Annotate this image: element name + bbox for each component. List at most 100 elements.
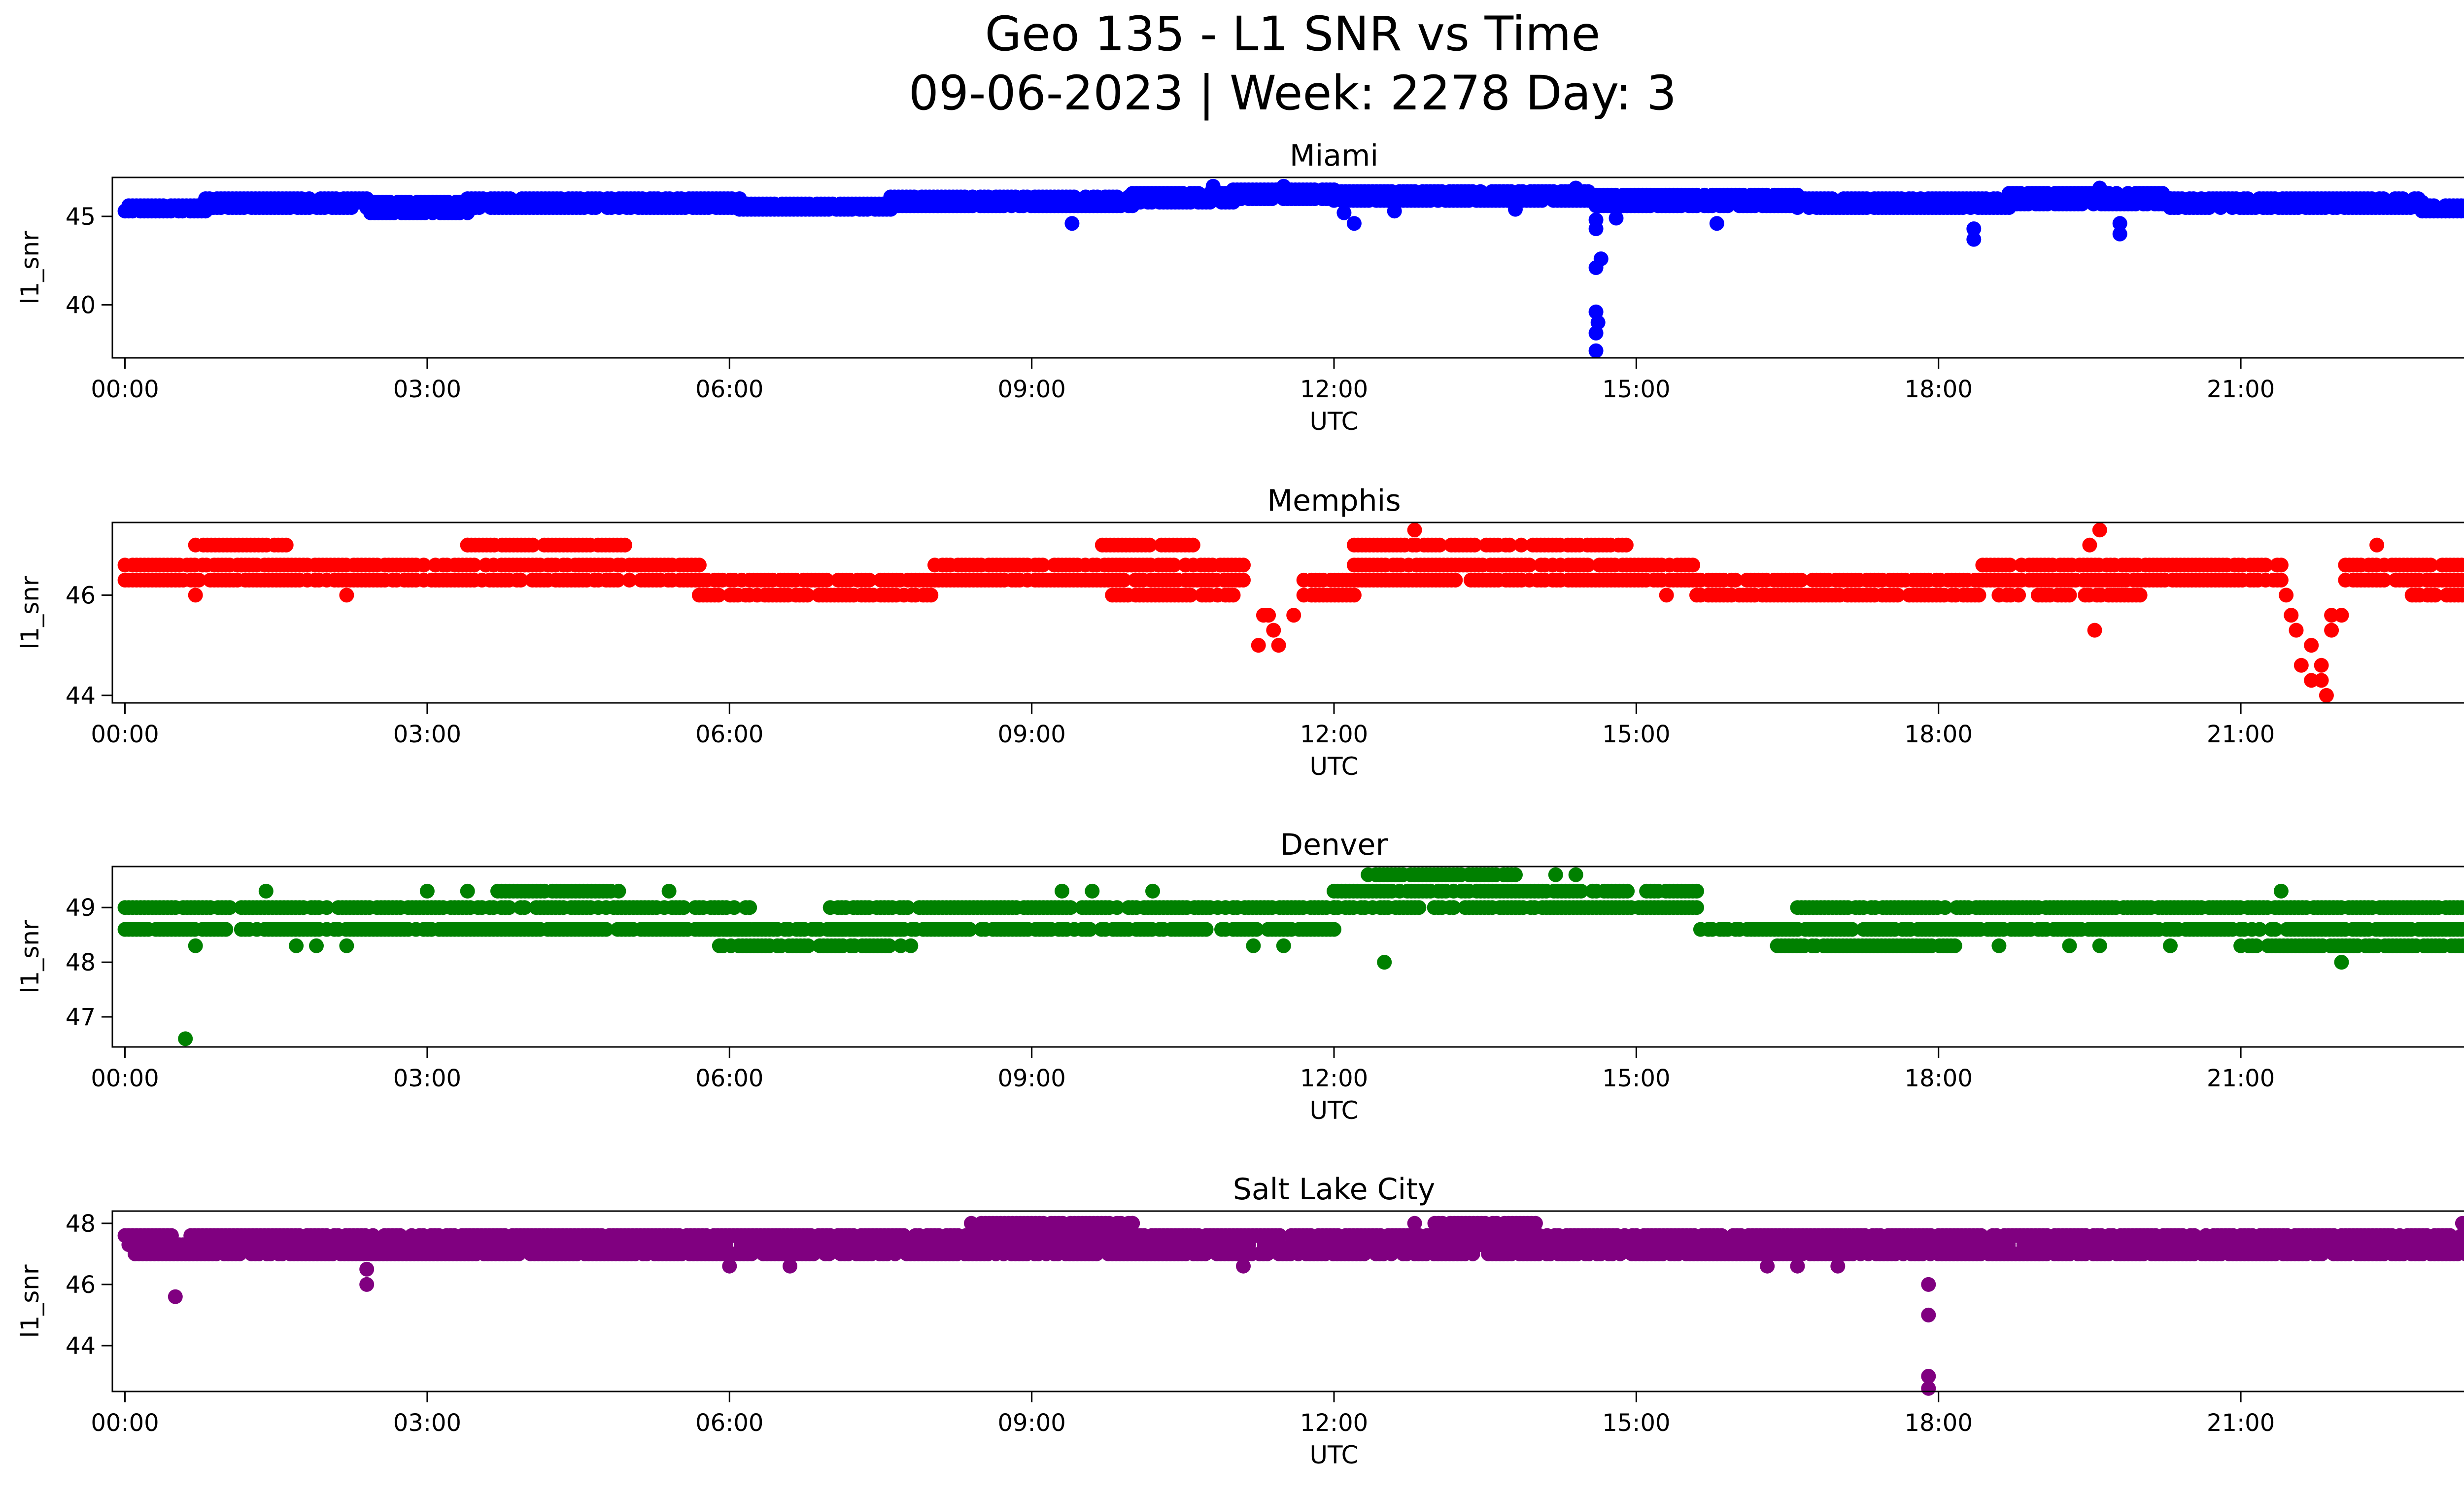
data-point <box>1336 205 1352 220</box>
data-point <box>711 588 726 603</box>
data-point <box>2284 608 2299 623</box>
data-point <box>1085 883 1100 899</box>
data-point <box>1286 608 1301 623</box>
data-point <box>1377 955 1392 970</box>
y-tick-label: 44 <box>66 682 96 710</box>
data-point <box>1246 938 1261 953</box>
data-point <box>1387 204 1402 219</box>
data-point <box>1064 216 1080 231</box>
data-point <box>289 938 304 953</box>
data-point <box>1166 557 1182 573</box>
x-tick-label: 00:00 <box>91 1065 159 1092</box>
data-point <box>1685 557 1701 573</box>
data-point <box>1793 572 1809 588</box>
data-point <box>861 572 877 588</box>
data-point <box>610 572 625 588</box>
data-point <box>819 572 834 588</box>
data-point <box>611 883 626 899</box>
x-tick-label: 21:00 <box>2207 376 2275 403</box>
data-point <box>2334 955 2349 970</box>
data-point <box>2319 688 2334 703</box>
data-point <box>1448 572 1463 588</box>
data-point <box>2092 180 2107 196</box>
data-point <box>2132 588 2148 603</box>
data-point <box>924 588 939 603</box>
subplot-title: Memphis <box>1267 484 1401 518</box>
data-point <box>419 883 435 899</box>
data-point <box>2304 638 2319 653</box>
data-point <box>2289 623 2304 638</box>
data-point <box>2324 623 2339 638</box>
data-point <box>1588 221 1604 237</box>
data-point <box>2273 557 2289 573</box>
data-point <box>1236 557 1251 573</box>
data-point <box>2163 938 2178 953</box>
data-point <box>2112 226 2127 242</box>
data-point <box>1183 588 1198 603</box>
data-point <box>661 883 677 899</box>
x-tick-label: 12:00 <box>1300 1065 1368 1092</box>
data-point <box>1709 216 1724 231</box>
data-point <box>1327 922 1341 937</box>
data-point <box>1508 202 1523 217</box>
data-point <box>1467 537 1482 553</box>
data-point <box>1205 178 1221 194</box>
data-point <box>467 557 482 573</box>
data-point <box>2293 658 2309 673</box>
data-point <box>1971 588 1986 603</box>
y-axis-label: l1_snr <box>16 576 44 649</box>
data-point <box>2279 588 2294 603</box>
data-point <box>2112 216 2127 231</box>
data-point <box>1185 537 1200 553</box>
x-tick-label: 06:00 <box>695 721 763 748</box>
x-tick-label: 15:00 <box>1602 1065 1670 1092</box>
data-point <box>1689 883 1704 899</box>
x-tick-label: 15:00 <box>1602 721 1670 748</box>
data-point <box>1261 608 1276 623</box>
x-axis-label: UTC <box>1309 407 1358 436</box>
x-tick-label: 09:00 <box>997 1065 1065 1092</box>
data-point <box>1346 588 1362 603</box>
x-tick-label: 00:00 <box>91 721 159 748</box>
data-point <box>1522 557 1537 573</box>
data-point <box>2462 200 2464 211</box>
data-point <box>191 572 206 588</box>
figure-title-line1: Geo 135 - L1 SNR vs Time <box>985 6 1601 62</box>
data-point <box>2082 537 2097 553</box>
data-point <box>258 883 274 899</box>
data-point <box>1580 557 1595 573</box>
data-point <box>1346 216 1362 231</box>
y-axis-label: l1_snr <box>16 920 44 993</box>
data-point <box>1514 537 1529 553</box>
data-point <box>903 938 919 953</box>
data-point <box>218 922 234 937</box>
y-tick-label: 40 <box>66 291 96 319</box>
data-point <box>1198 922 1214 937</box>
x-axis-label: UTC <box>1309 1096 1358 1125</box>
data-point <box>513 572 528 588</box>
y-axis-label: l1_snr <box>16 231 44 304</box>
data-point <box>1966 232 1982 247</box>
data-point <box>1116 572 1131 588</box>
x-tick-label: 00:00 <box>91 376 159 403</box>
data-point <box>1568 867 1583 882</box>
data-point <box>2092 522 2107 538</box>
data-point <box>1276 938 1291 953</box>
data-point <box>339 938 354 953</box>
y-tick-label: 46 <box>66 582 96 609</box>
data-point <box>1226 588 1241 603</box>
data-point <box>1407 522 1422 538</box>
data-point <box>460 883 475 899</box>
x-tick-label: 03:00 <box>393 721 461 748</box>
subplot-title: Denver <box>1280 828 1388 862</box>
data-point <box>1055 883 1069 899</box>
data-points <box>117 178 2464 358</box>
data-point <box>1588 260 1604 275</box>
data-point <box>742 900 757 915</box>
y-tick-label: 49 <box>66 894 96 922</box>
data-point <box>2087 623 2102 638</box>
x-axis-label: UTC <box>1309 752 1358 781</box>
x-tick-label: 03:00 <box>393 376 461 403</box>
